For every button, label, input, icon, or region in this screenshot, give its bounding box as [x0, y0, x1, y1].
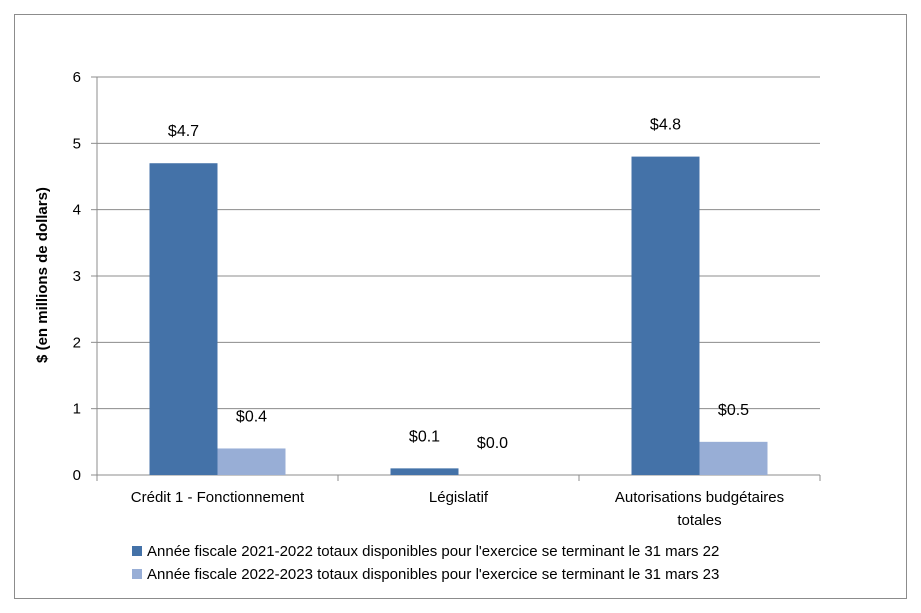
bars	[149, 156, 768, 475]
bar-2021-2022	[631, 156, 700, 475]
y-tick-label: 5	[73, 135, 81, 152]
legend-swatch	[132, 569, 142, 579]
legend: Année fiscale 2021-2022 totaux disponibl…	[132, 543, 719, 583]
y-tick-label: 6	[73, 69, 81, 86]
data-label: $4.7	[168, 123, 199, 140]
y-tick-label: 2	[73, 334, 81, 351]
data-label: $0.4	[236, 408, 267, 425]
legend-swatch	[132, 546, 142, 556]
category-label: Crédit 1 - Fonctionnement	[131, 489, 305, 506]
category-label: Législatif	[429, 489, 489, 506]
data-label: $0.5	[718, 402, 749, 419]
bar-2022-2023	[217, 448, 286, 475]
y-tick-label: 1	[73, 401, 81, 418]
data-label: $0.1	[409, 428, 440, 445]
category-labels: Crédit 1 - Fonctionnement Législatif Autor…	[131, 489, 784, 529]
data-label: $0.0	[477, 435, 508, 452]
legend-label: Année fiscale 2022-2023 totaux disponibl…	[147, 566, 719, 583]
data-label: $4.8	[650, 117, 681, 134]
category-label: Autorisations budgétaires	[615, 489, 784, 506]
y-axis-title: $ (en millions de dollars)	[34, 187, 51, 363]
y-tick-label: 0	[73, 467, 81, 484]
legend-label: Année fiscale 2021-2022 totaux disponibl…	[147, 543, 719, 560]
bar-2021-2022	[149, 163, 218, 475]
data-labels: $4.7 $0.4 $0.1 $0.0 $4.8 $0.5	[168, 117, 749, 452]
y-tick-label: 3	[73, 268, 81, 285]
y-tick-label: 4	[73, 202, 81, 219]
bar-2022-2023	[699, 441, 768, 475]
bar-2021-2022	[390, 468, 459, 475]
category-label: totales	[677, 512, 721, 529]
